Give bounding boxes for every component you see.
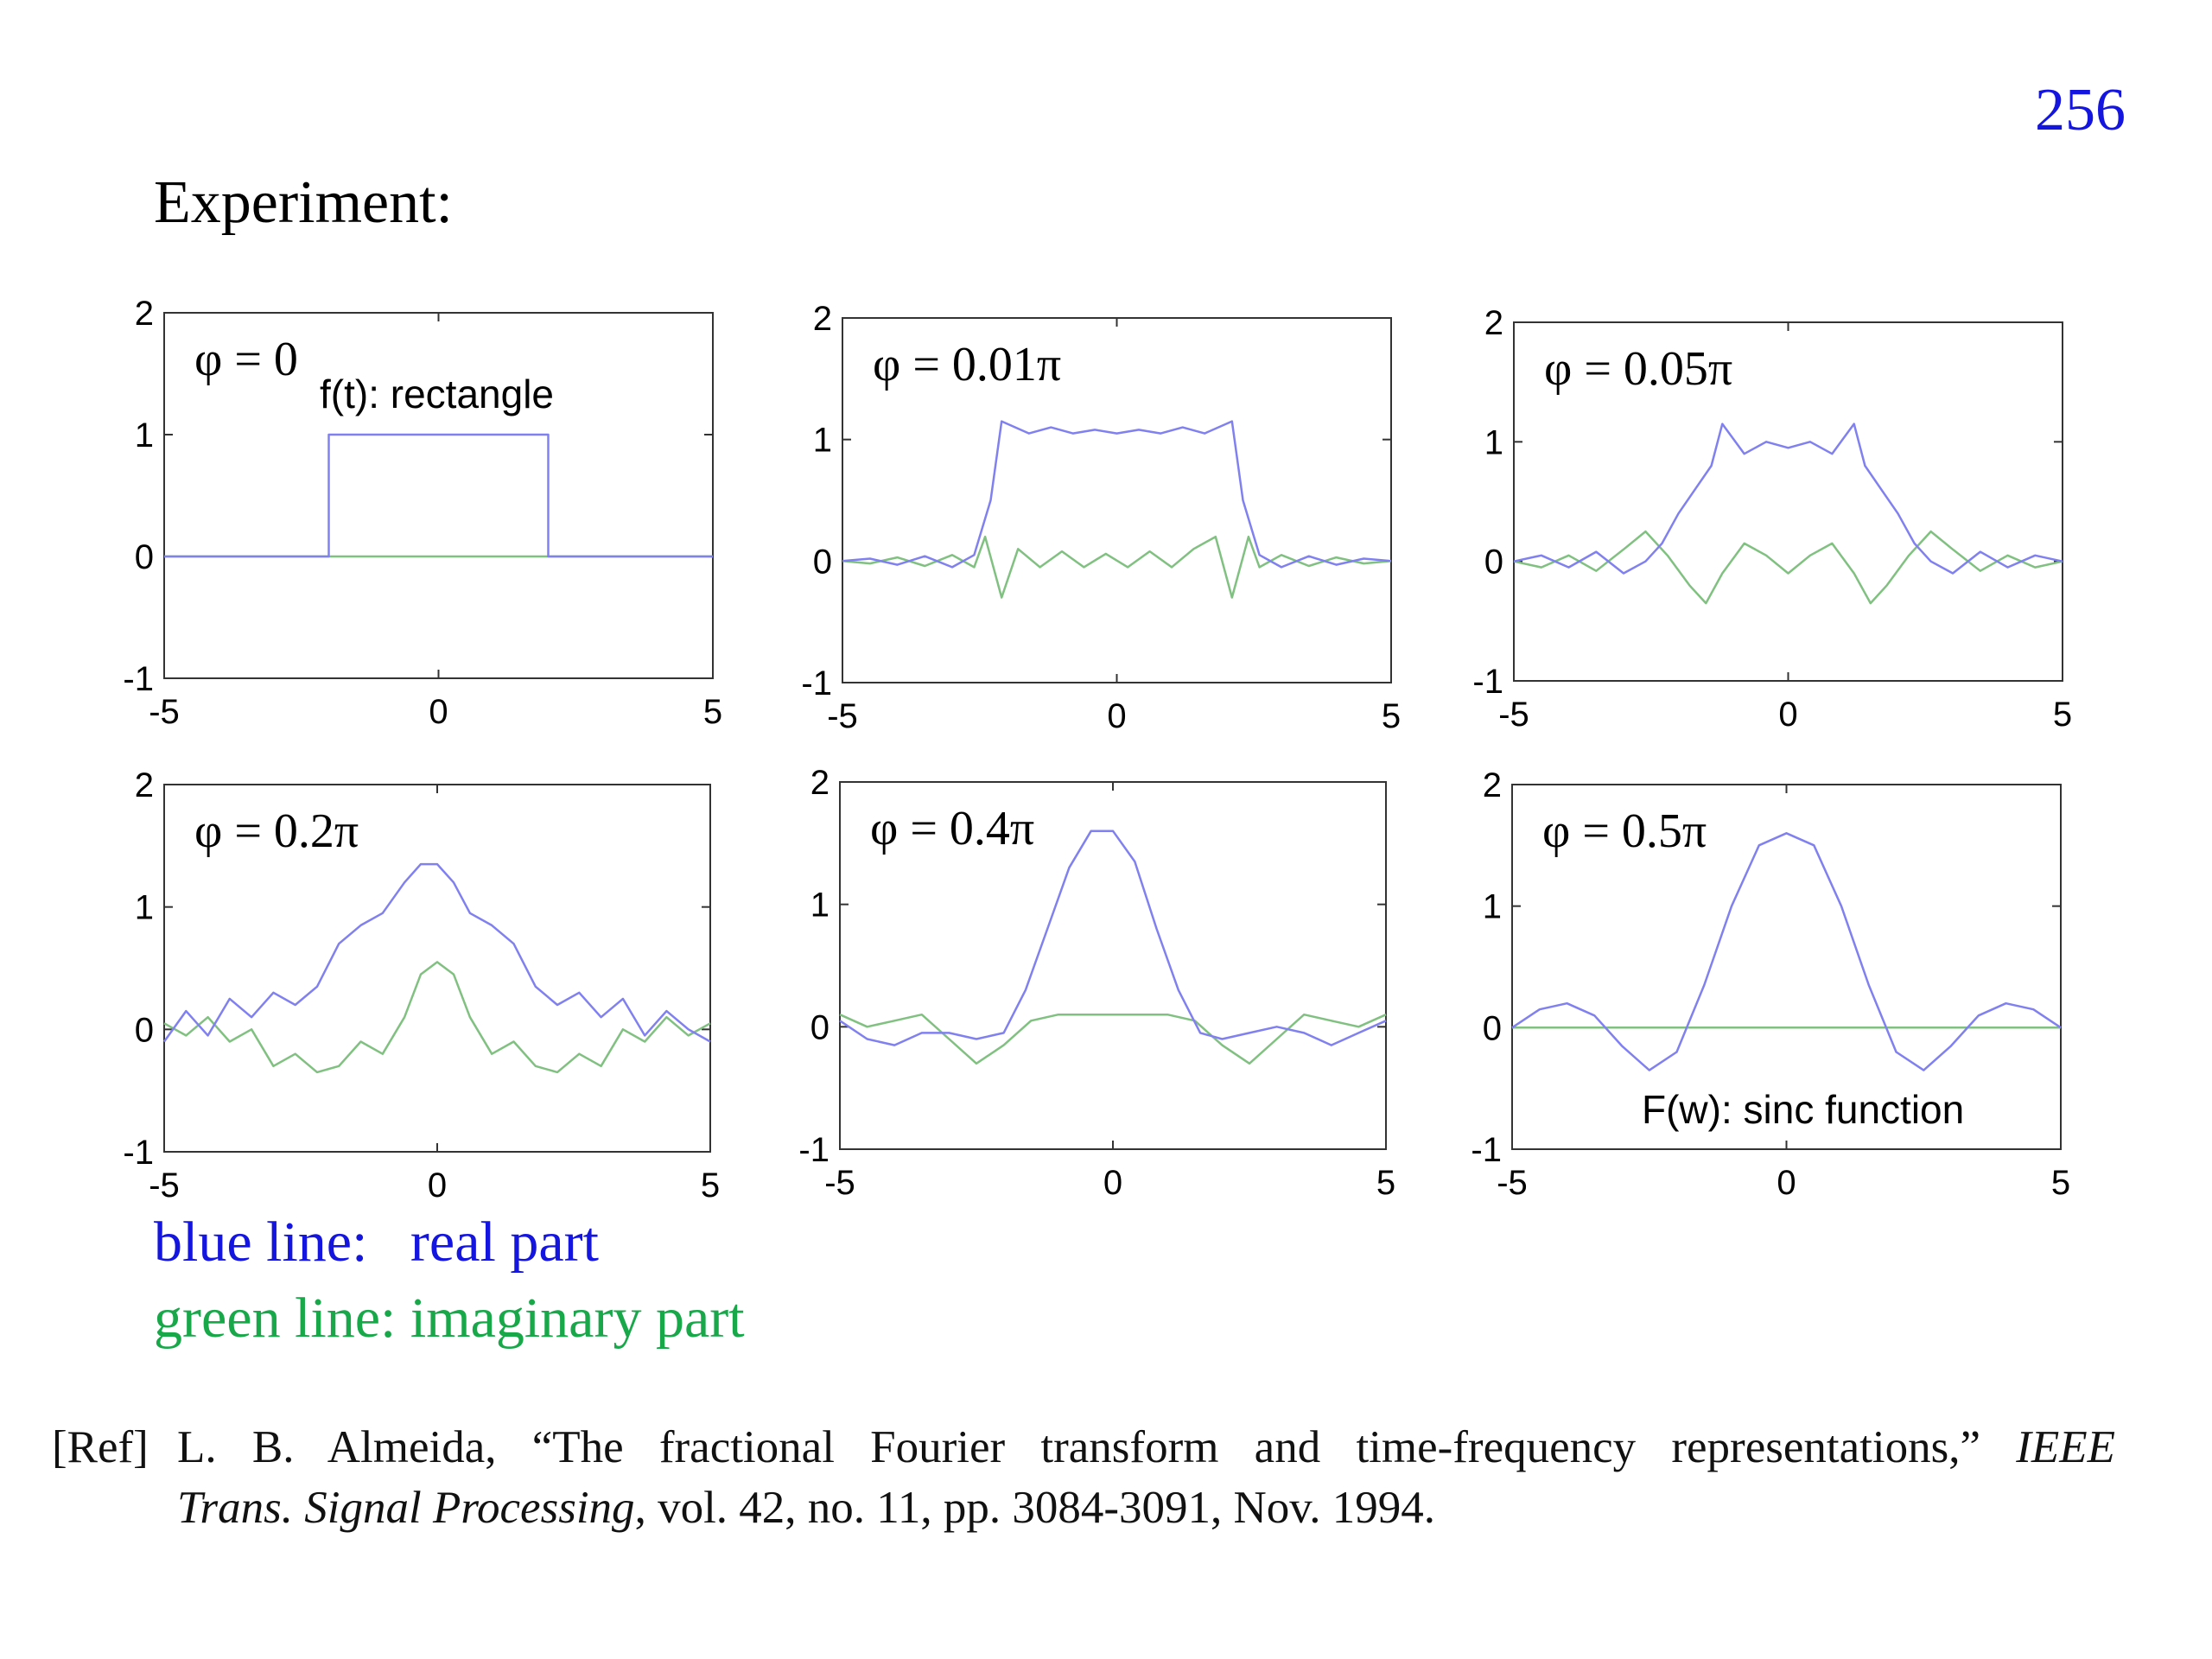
chart-6-xtick-label: 0 (1777, 1164, 1796, 1202)
chart-1-xtick-label: -5 (149, 693, 180, 731)
chart-6-ytick-label: 1 (1483, 888, 1502, 926)
chart-1-real-part-line (164, 433, 713, 558)
chart-2-xtick-label: 0 (1107, 697, 1126, 735)
chart-6-annotation: F(w): sinc function (1642, 1087, 1964, 1132)
chart-2-xtick-label: -5 (827, 697, 858, 735)
chart-5-xtick-label: 5 (1376, 1164, 1395, 1202)
chart-1-xtick-label: 0 (429, 693, 448, 731)
chart-6-ytick-label: 2 (1483, 766, 1502, 804)
chart-1-ytick-label: 1 (135, 416, 154, 454)
legend-imaginary-part: green line: imaginary part (154, 1287, 745, 1350)
chart-2-imaginary-part-line (842, 535, 1392, 599)
reference-journal-2: Trans. Signal Processing (177, 1483, 635, 1533)
chart-3-plot-area (1513, 321, 2063, 682)
chart-1-ytick-label: 2 (135, 295, 154, 333)
reference-tag: [Ref] (52, 1422, 149, 1472)
chart-1-ytick-label: 0 (135, 538, 154, 576)
chart-5-title: φ = 0.4π (870, 802, 1034, 855)
chart-4-ytick-label: 1 (135, 889, 154, 927)
chart-4-xtick-label: -5 (149, 1166, 180, 1205)
chart-6-ytick-label: -1 (1471, 1131, 1502, 1169)
chart-5-real-part-line (839, 830, 1387, 1046)
reference-text: L. B. Almeida, “The fractional Fourier t… (177, 1422, 2017, 1472)
slide-title: Experiment: (154, 169, 454, 236)
chart-4-plot-area (163, 784, 711, 1153)
chart-2-real-part-line (842, 420, 1392, 569)
chart-6-ytick-label: 0 (1483, 1009, 1502, 1047)
chart-5-ytick-label: -1 (798, 1131, 830, 1169)
chart-2-ytick-label: 2 (813, 300, 832, 338)
chart-6-real-part-line (1511, 832, 2062, 1071)
legend-real-part: blue line: real part (154, 1211, 599, 1274)
chart-3-xtick-label: -5 (1498, 696, 1529, 734)
chart-6-xtick-label: -5 (1497, 1164, 1528, 1202)
chart-3-title: φ = 0.05π (1544, 342, 1732, 396)
chart-3-ytick-label: 0 (1484, 543, 1503, 582)
chart-4-ytick-label: -1 (123, 1134, 154, 1172)
reference-journal-1: IEEE (2016, 1422, 2115, 1472)
chart-3-ytick-label: 1 (1484, 423, 1503, 461)
chart-4-ytick-label: 2 (135, 766, 154, 804)
page-number: 256 (2035, 77, 2126, 143)
chart-1-annotation: f(t): rectangle (320, 372, 554, 416)
chart-1-ytick-label: -1 (123, 660, 154, 698)
chart-4-real-part-line (162, 862, 711, 1043)
chart-4-imaginary-part-line (163, 961, 711, 1074)
chart-5-imaginary-part-line (839, 1013, 1387, 1065)
chart-3-xtick-label: 5 (2053, 696, 2072, 734)
chart-2-xtick-label: 5 (1382, 697, 1401, 735)
chart-4-xtick-label: 5 (701, 1166, 720, 1205)
chart-3-ytick-label: -1 (1472, 663, 1503, 701)
reference: [Ref] L. B. Almeida, “The fractional Fou… (52, 1417, 2115, 1538)
chart-5-xtick-label: -5 (824, 1164, 855, 1202)
chart-5-xtick-label: 0 (1103, 1164, 1122, 1202)
chart-6-plot-area (1511, 784, 2062, 1150)
chart-6-xtick-label: 5 (2051, 1164, 2070, 1202)
chart-4-title: φ = 0.2π (194, 804, 359, 858)
chart-3-ytick-label: 2 (1484, 304, 1503, 342)
chart-5-ytick-label: 2 (810, 764, 830, 802)
chart-5-ytick-label: 1 (810, 887, 830, 925)
chart-1-xtick-label: 5 (703, 693, 722, 731)
chart-2-ytick-label: 0 (813, 543, 832, 581)
chart-4-ytick-label: 0 (135, 1011, 154, 1049)
chart-3-real-part-line (1513, 423, 2063, 575)
chart-2-title: φ = 0.01π (873, 338, 1061, 391)
chart-6-title: φ = 0.5π (1542, 804, 1707, 858)
chart-2-ytick-label: -1 (801, 664, 832, 702)
chart-1-title: φ = 0 (194, 333, 298, 386)
reference-details: , vol. 42, no. 11, pp. 3084-3091, Nov. 1… (634, 1483, 1436, 1533)
chart-4-xtick-label: 0 (428, 1166, 447, 1205)
chart-1-plot-area (163, 312, 714, 679)
chart-2-plot-area (842, 317, 1392, 683)
chart-2-ytick-label: 1 (813, 422, 832, 460)
chart-5-ytick-label: 0 (810, 1008, 830, 1046)
chart-3-xtick-label: 0 (1778, 696, 1797, 734)
chart-3-imaginary-part-line (1513, 530, 2063, 605)
